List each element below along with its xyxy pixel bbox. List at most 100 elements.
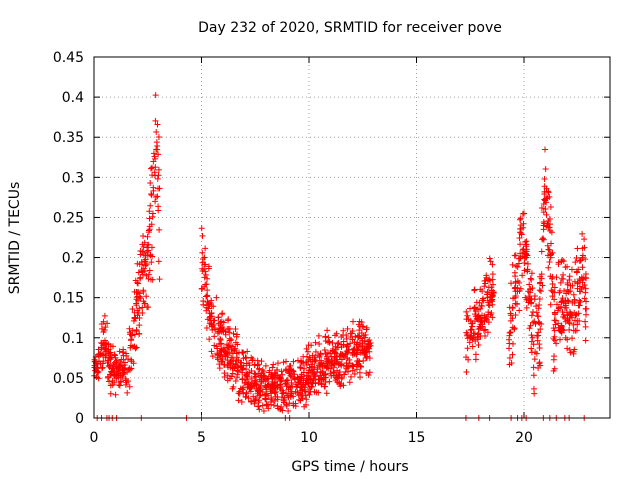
- data-point: [131, 331, 138, 338]
- data-point: [349, 363, 356, 370]
- data-point: [290, 358, 297, 365]
- data-point: [571, 299, 578, 306]
- data-point: [207, 317, 214, 324]
- data-point: [149, 253, 156, 260]
- data-point: [285, 368, 292, 375]
- data-point: [517, 229, 524, 236]
- data-point: [301, 365, 308, 372]
- data-point: [579, 252, 586, 259]
- data-point: [543, 185, 550, 192]
- data-point: [524, 266, 531, 273]
- data-point: [128, 365, 135, 372]
- data-point: [296, 379, 303, 386]
- data-point: [535, 329, 542, 336]
- data-point: [470, 334, 477, 341]
- data-point: [126, 366, 133, 373]
- data-point: [364, 344, 371, 351]
- data-point: [360, 357, 367, 364]
- data-point: [546, 258, 553, 265]
- data-point: [221, 374, 228, 380]
- data-point: [145, 247, 152, 254]
- data-point: [283, 401, 290, 408]
- data-point: [243, 366, 250, 373]
- x-tick-label: 15: [408, 430, 426, 446]
- data-point: [152, 92, 159, 99]
- data-point: [268, 372, 275, 379]
- data-point: [261, 373, 268, 380]
- data-point: [525, 288, 532, 295]
- data-point: [345, 343, 352, 350]
- data-point: [509, 340, 516, 347]
- data-point: [284, 381, 291, 388]
- data-point: [304, 348, 311, 355]
- data-point: [130, 360, 137, 367]
- data-point: [542, 205, 549, 212]
- data-point: [532, 320, 539, 327]
- data-point: [136, 330, 143, 337]
- data-point: [303, 376, 310, 383]
- data-point: [213, 294, 220, 301]
- data-point: [482, 280, 489, 287]
- data-point: [202, 271, 209, 278]
- data-point: [107, 356, 114, 363]
- data-point: [146, 226, 153, 233]
- data-point: [232, 339, 239, 346]
- data-point: [309, 379, 316, 386]
- data-point: [348, 330, 355, 337]
- data-point: [356, 358, 363, 365]
- data-point: [305, 388, 312, 395]
- data-point: [208, 297, 215, 304]
- data-point: [218, 311, 225, 318]
- data-point: [217, 319, 224, 326]
- data-point: [249, 379, 256, 386]
- data-point: [323, 390, 330, 397]
- data-point: [306, 364, 313, 371]
- data-point: [99, 360, 106, 367]
- data-point: [152, 193, 159, 200]
- data-point: [353, 361, 360, 368]
- data-point: [468, 326, 475, 333]
- data-point: [303, 361, 310, 368]
- data-point: [538, 205, 545, 212]
- data-point: [468, 320, 475, 327]
- data-point: [545, 264, 552, 271]
- data-point: [146, 267, 153, 274]
- data-point: [283, 383, 290, 390]
- data-point: [310, 366, 317, 373]
- data-point: [483, 272, 490, 279]
- data-point: [245, 395, 252, 402]
- data-point: [517, 250, 524, 257]
- data-point: [148, 259, 155, 266]
- data-point: [550, 356, 557, 363]
- data-point: [540, 209, 547, 216]
- data-point: [206, 336, 213, 343]
- data-point: [476, 325, 483, 332]
- data-point: [509, 351, 516, 358]
- data-point: [574, 245, 581, 252]
- data-point: [255, 370, 262, 377]
- data-point: [290, 367, 297, 374]
- data-point: [211, 333, 218, 340]
- data-point: [148, 191, 155, 198]
- data-point: [252, 371, 259, 378]
- data-point: [342, 351, 349, 358]
- data-point: [312, 339, 319, 346]
- x-tick-label: 20: [515, 430, 533, 446]
- data-point: [565, 319, 572, 326]
- data-point: [484, 294, 491, 301]
- data-point: [137, 274, 144, 281]
- data-point: [139, 248, 146, 255]
- data-point: [521, 253, 528, 260]
- data-point: [578, 274, 585, 281]
- data-point: [243, 360, 250, 367]
- data-point: [140, 287, 147, 294]
- data-point: [135, 309, 142, 316]
- data-point: [132, 277, 139, 284]
- data-point: [292, 400, 299, 407]
- data-point: [535, 319, 542, 326]
- data-point: [204, 287, 211, 294]
- data-point: [269, 374, 276, 381]
- data-point: [285, 407, 292, 414]
- data-point: [555, 259, 562, 266]
- data-point: [336, 369, 343, 376]
